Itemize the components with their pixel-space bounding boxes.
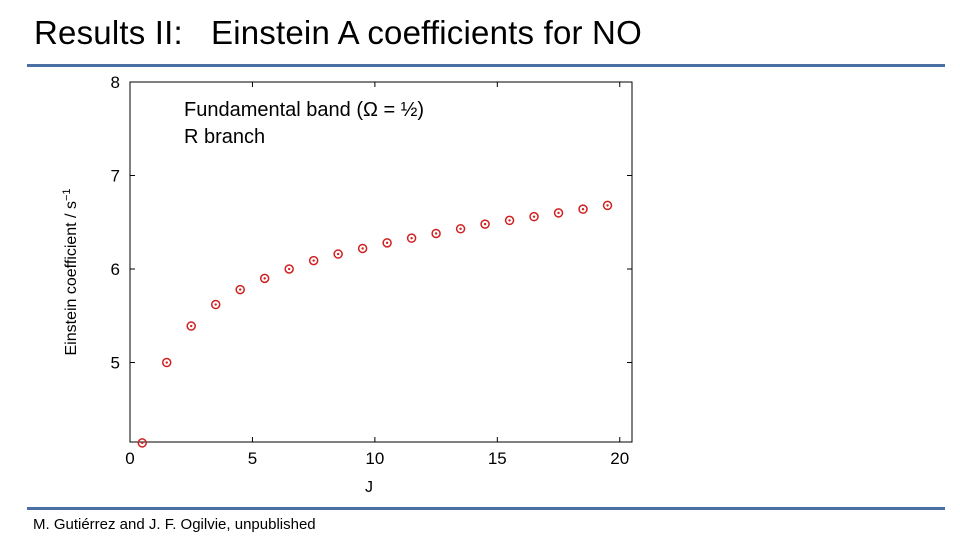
x-tick-label: 10 <box>365 449 384 468</box>
y-tick-label: 7 <box>111 167 120 186</box>
data-point <box>553 208 564 218</box>
data-point <box>357 243 368 254</box>
data-point-ring <box>602 200 613 211</box>
data-point <box>308 255 319 266</box>
data-point <box>529 211 539 222</box>
data-point-ring <box>284 264 294 274</box>
data-points <box>137 200 613 448</box>
data-point-dot <box>581 207 585 211</box>
annotation-line-1: Fundamental band (Ω = ½) <box>184 99 424 121</box>
data-point-dot <box>532 215 536 218</box>
y-axis-ticks: 5 6 7 8 <box>111 73 632 373</box>
data-point <box>382 238 392 248</box>
x-tick-label: 5 <box>248 449 257 468</box>
y-tick-label: 6 <box>111 260 120 279</box>
data-point <box>210 299 221 310</box>
y-axis-title-sup: −1 <box>61 189 73 202</box>
data-point-dot <box>361 247 364 250</box>
data-point <box>578 204 588 214</box>
data-point-dot <box>557 211 560 215</box>
data-point-ring <box>235 284 245 295</box>
footer-divider <box>27 507 945 510</box>
footer-citation: M. Gutiérrez and J. F. Ogilvie, unpublis… <box>33 516 316 533</box>
plot-frame <box>129 81 633 443</box>
data-point-dot <box>336 252 340 256</box>
data-point-dot <box>434 232 438 235</box>
data-point <box>137 438 147 448</box>
data-point-ring <box>333 249 343 259</box>
y-axis-title-main: Einstein coefficient / s <box>63 201 80 355</box>
data-point <box>504 215 515 226</box>
data-point-dot <box>287 267 291 271</box>
data-point-dot <box>410 236 413 240</box>
data-point-dot <box>214 303 217 306</box>
data-point <box>161 357 172 368</box>
x-axis-title: J <box>365 479 373 496</box>
data-point-ring <box>455 224 466 234</box>
data-point <box>480 219 490 229</box>
data-point <box>431 228 441 239</box>
x-tick-label: 20 <box>610 449 629 468</box>
data-point-dot <box>385 241 389 245</box>
data-point-dot <box>141 441 144 445</box>
data-point-dot <box>483 222 487 226</box>
data-point-dot <box>190 324 193 328</box>
annotation-line-2: R branch <box>184 126 265 148</box>
data-point-dot <box>165 361 168 364</box>
data-point-dot <box>238 288 242 291</box>
data-point-ring <box>382 238 392 248</box>
data-point-ring <box>504 215 515 226</box>
data-point-ring <box>529 211 539 222</box>
slide-title: Results II: Einstein A coefficients for … <box>34 14 642 51</box>
data-point-ring <box>431 228 441 239</box>
y-tick-label: 5 <box>111 354 120 373</box>
data-point-ring <box>210 299 221 310</box>
data-point-dot <box>508 219 511 222</box>
data-point-ring <box>480 219 490 229</box>
data-point <box>333 249 343 259</box>
data-point <box>186 321 196 331</box>
data-point <box>235 284 245 295</box>
data-point-dot <box>606 204 609 207</box>
data-point <box>284 264 294 274</box>
data-point <box>455 224 466 234</box>
y-axis-title: Einstein coefficient / s−1 <box>61 189 80 356</box>
data-point-ring <box>553 208 564 218</box>
data-point-ring <box>308 255 319 266</box>
x-tick-label: 15 <box>488 449 507 468</box>
data-point-dot <box>312 259 315 262</box>
data-point <box>602 200 613 211</box>
data-point <box>406 233 417 243</box>
data-point-ring <box>357 243 368 254</box>
x-tick-label: 0 <box>125 449 134 468</box>
title-divider <box>27 64 945 67</box>
data-point-dot <box>459 227 462 231</box>
x-axis-ticks: 0 5 10 15 20 <box>125 82 629 468</box>
y-tick-label: 8 <box>111 73 120 92</box>
data-point-ring <box>259 273 270 284</box>
data-point-dot <box>263 277 266 280</box>
data-point-ring <box>161 357 172 368</box>
data-point-ring <box>406 233 417 243</box>
data-point-ring <box>137 438 147 448</box>
data-point-ring <box>186 321 196 331</box>
data-point-ring <box>578 204 588 214</box>
data-point <box>259 273 270 284</box>
